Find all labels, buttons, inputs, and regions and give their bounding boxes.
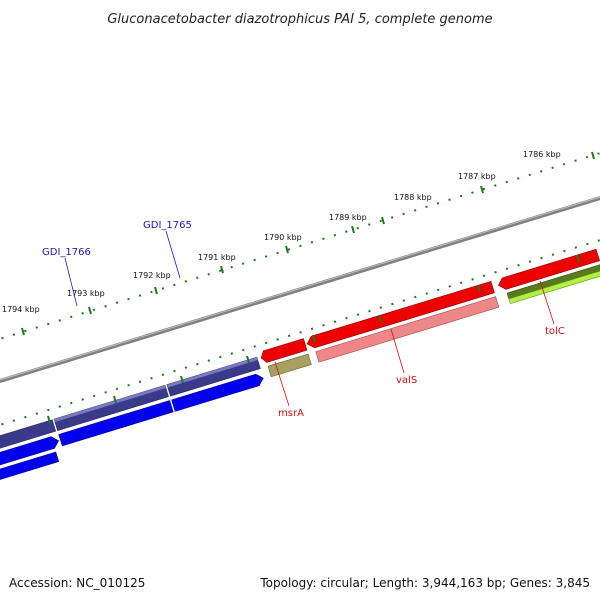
- leader-msra: [274, 361, 290, 407]
- tick-label-1787: 1787 kbp: [458, 172, 496, 181]
- inner-tick-h: [47, 415, 51, 424]
- tick-label-1788: 1788 kbp: [394, 193, 432, 202]
- outer-tick-1790: [285, 245, 289, 254]
- leader-tolc: [539, 280, 555, 325]
- tick-label-1791: 1791 kbp: [198, 253, 236, 262]
- cds-partial-left-lower[interactable]: [0, 451, 60, 481]
- tick-label-1790: 1790 kbp: [264, 233, 302, 242]
- inner-tick-g: [113, 395, 117, 404]
- genome-summary-text: Topology: circular; Length: 3,944,163 bp…: [260, 576, 590, 590]
- gene-label-msra: msrA: [278, 408, 304, 419]
- outer-tick-1792: [154, 286, 158, 295]
- leader-gdi-1766: [64, 257, 78, 307]
- cds-vals[interactable]: [305, 280, 495, 349]
- tick-label-1794: 1794 kbp: [2, 305, 40, 314]
- cds-partial-left[interactable]: [0, 435, 60, 467]
- outer-tick-1794: [21, 327, 25, 336]
- inner-dotted-line: [0, 239, 600, 426]
- reverse-strand-features: [259, 248, 600, 378]
- inner-tick-track: [0, 239, 600, 426]
- gene-tolc-lime[interactable]: [508, 269, 600, 305]
- outer-tick-1789: [351, 225, 355, 234]
- outer-tick-1788: [381, 216, 385, 225]
- tick-label-1792: 1792 kbp: [133, 271, 171, 280]
- gene-label-gdi-1766: GDI_1766: [42, 247, 91, 258]
- outer-tick-1787: [480, 185, 484, 194]
- cds-msra[interactable]: [259, 338, 308, 364]
- inner-tick-c: [378, 314, 382, 323]
- gene-partial-left[interactable]: [0, 419, 57, 452]
- inner-tick-e: [246, 355, 250, 364]
- leader-gdi-1765: [165, 230, 181, 279]
- tick-label-1786: 1786 kbp: [523, 150, 561, 159]
- forward-strand-features: [0, 356, 265, 481]
- tick-label-1789: 1789 kbp: [329, 213, 367, 222]
- accession-text: Accession: NC_010125: [9, 576, 146, 590]
- gene-label-vals: valS: [396, 375, 417, 386]
- inner-tick-b: [477, 284, 481, 293]
- map-title: Gluconacetobacter diazotrophicus PAI 5, …: [107, 12, 492, 27]
- gene-gdi-1765-highlight: [166, 357, 258, 388]
- leader-vals: [390, 328, 405, 374]
- inner-tick-a: [576, 254, 580, 263]
- outer-tick-1786: [591, 151, 595, 160]
- tick-label-1793: 1793 kbp: [67, 289, 105, 298]
- gene-vals[interactable]: [315, 296, 500, 363]
- gene-label-tolc: tolC: [545, 326, 565, 337]
- cds-gdi-1765[interactable]: [171, 372, 265, 412]
- gene-label-gdi-1765: GDI_1765: [143, 220, 192, 231]
- outer-tick-track: [0, 151, 600, 340]
- genome-backbone: [0, 195, 600, 384]
- cds-tolc[interactable]: [497, 248, 600, 291]
- inner-tick-f: [180, 375, 184, 384]
- cds-gdi-1766[interactable]: [58, 400, 174, 447]
- outer-tick-1793: [88, 306, 92, 315]
- gene-gdi-1766-highlight: [54, 385, 166, 422]
- inner-tick-d: [312, 334, 316, 343]
- gene-msra[interactable]: [267, 353, 312, 378]
- outer-tick-1791: [220, 265, 224, 274]
- genome-backbone-highlight: [0, 196, 600, 381]
- outer-dotted-line: [0, 152, 600, 340]
